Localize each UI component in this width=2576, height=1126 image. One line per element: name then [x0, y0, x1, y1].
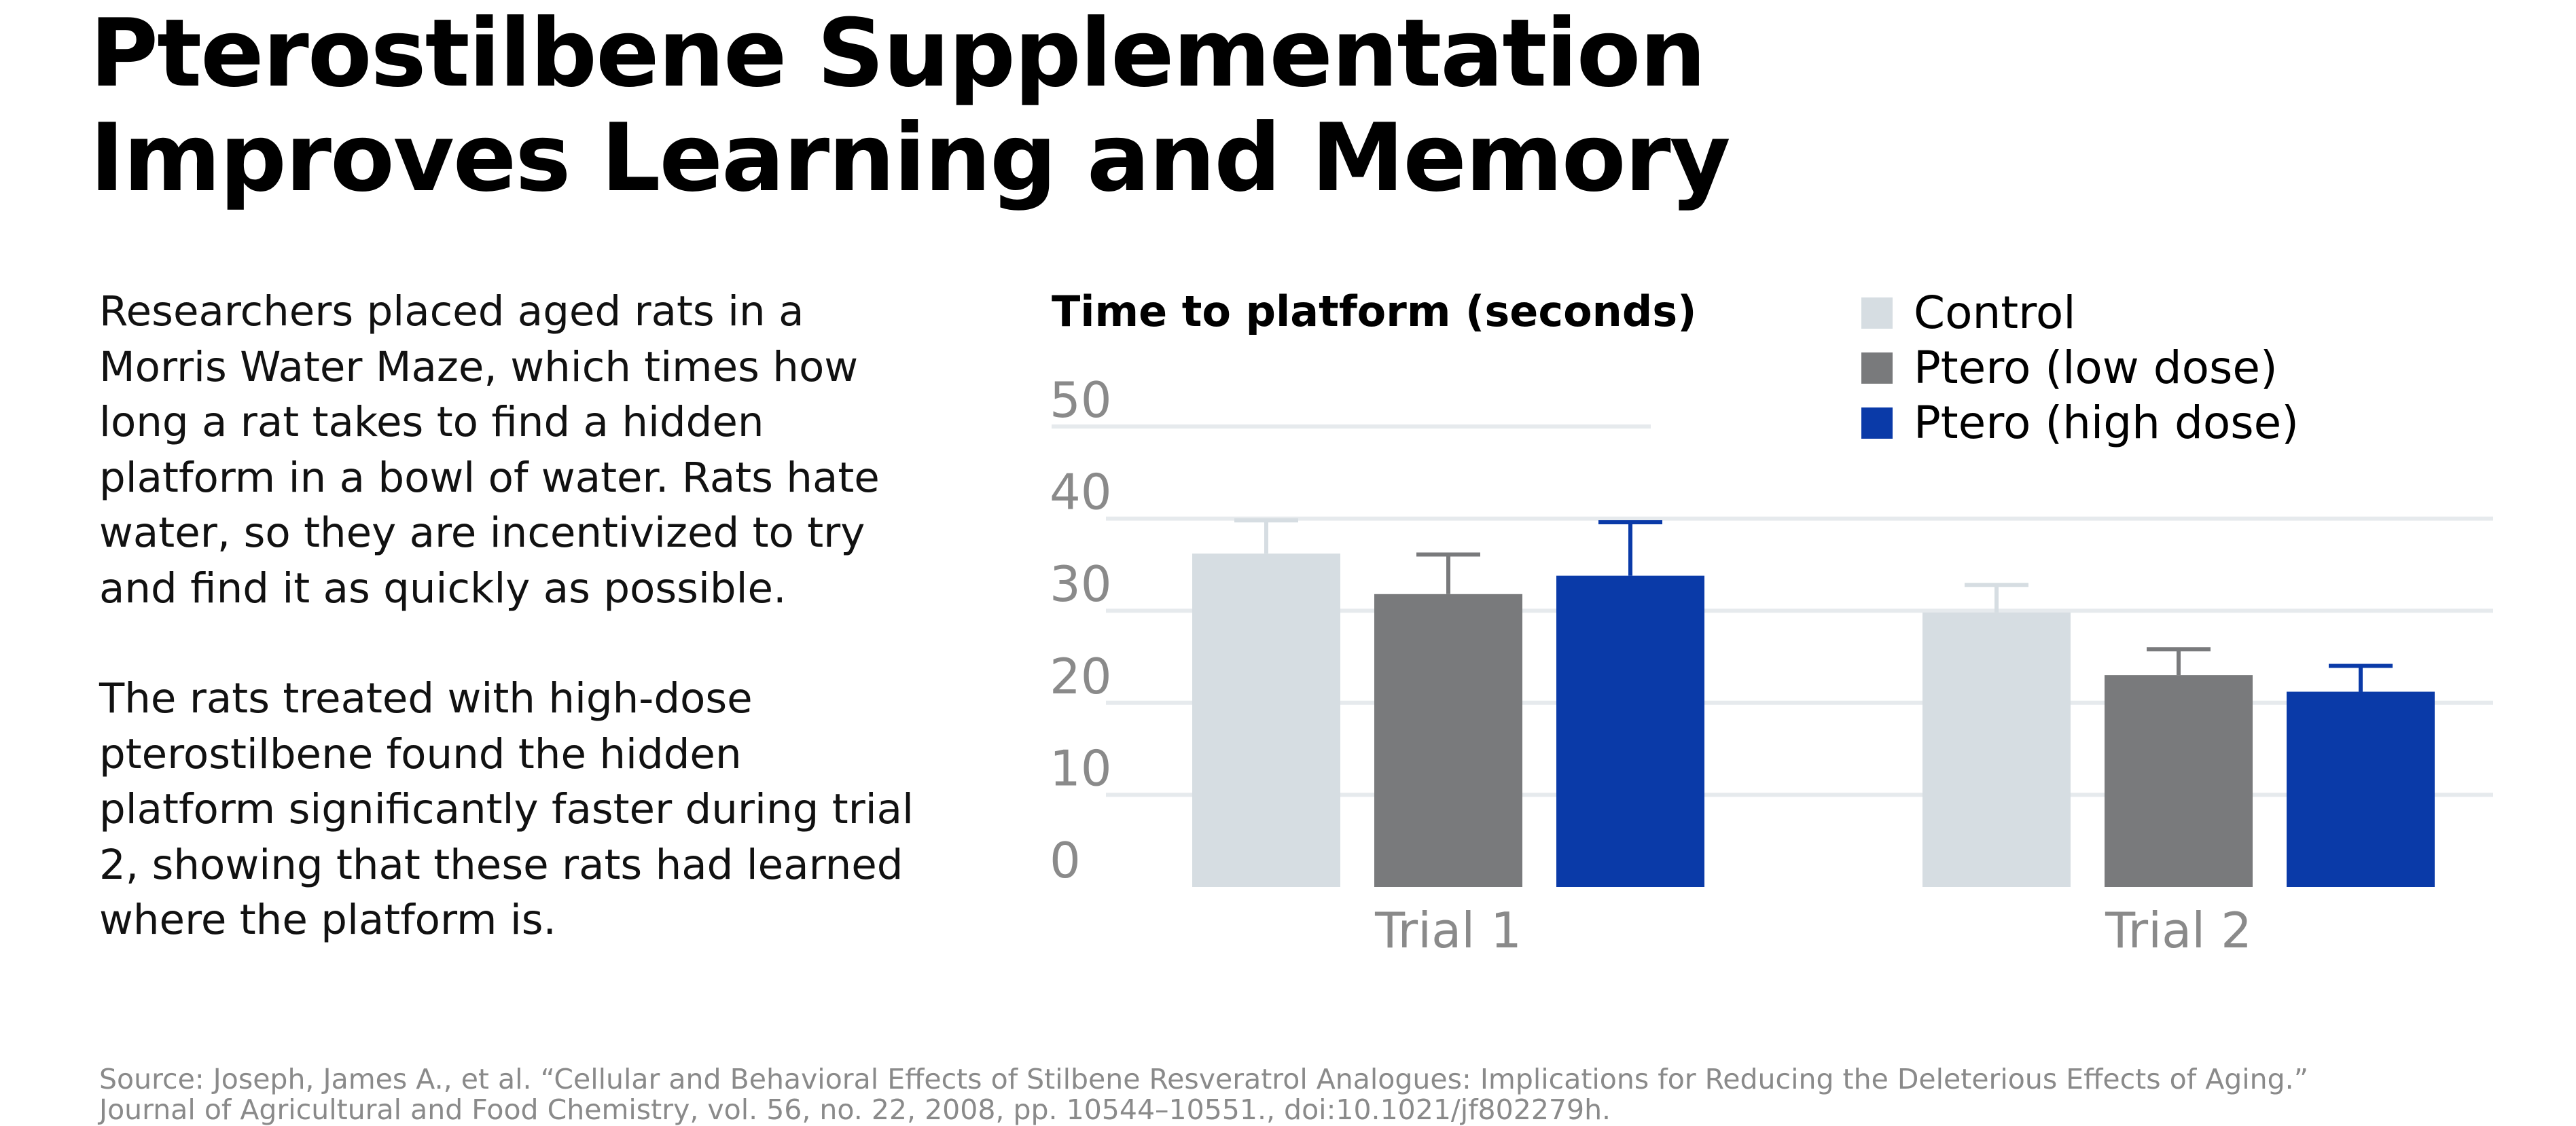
- title-line-1: Pterostilbene Supplementation: [90, 0, 1706, 108]
- legend-label: Ptero (low dose): [1914, 342, 2278, 394]
- bar-trial-2-series-3: [2287, 691, 2435, 887]
- bar-trial-1-series-1: [1192, 553, 1340, 887]
- bar-trial-1-series-3: [1556, 575, 1704, 887]
- chart-container: Time to platform (seconds) 0 10 20 30 40 50 Tri…: [1050, 287, 2493, 959]
- legend-swatch: [1861, 407, 1893, 439]
- x-category-label: Trial 1: [1374, 902, 1522, 959]
- bar-trial-2-series-2: [2105, 675, 2253, 887]
- title-line-2: Improves Learning and Memory: [90, 103, 1731, 213]
- source-line-2: Journal of Agricultural and Food Chemist…: [99, 1093, 1611, 1126]
- description-paragraph-2: The rats treated with high-dose pterosti…: [99, 674, 914, 944]
- x-category-label: Trial 2: [2105, 902, 2252, 959]
- legend-label: Ptero (high dose): [1914, 397, 2299, 449]
- y-tick-label-40: 40: [1050, 464, 1112, 521]
- bar-chart: Time to platform (seconds) 0 10 20 30 40 50 Tri…: [1050, 287, 2493, 959]
- y-tick-label-10: 10: [1050, 740, 1112, 797]
- legend-swatch: [1861, 352, 1893, 384]
- page-title: Pterostilbene Supplementation Improves L…: [90, 1, 1856, 211]
- chart-title: Time to platform (seconds): [1052, 287, 1696, 336]
- y-tick-label-20: 20: [1050, 648, 1112, 705]
- source-line-1: Source: Joseph, James A., et al. “Cellul…: [99, 1063, 2308, 1095]
- y-tick-label-50: 50: [1050, 371, 1112, 429]
- description: Researchers placed aged rats in a Morris…: [99, 284, 982, 948]
- y-tick-label-0: 0: [1050, 832, 1081, 889]
- y-tick-label-30: 30: [1050, 556, 1112, 613]
- legend-label: Control: [1914, 287, 2076, 339]
- legend-swatch: [1861, 297, 1893, 329]
- bar-trial-1-series-2: [1374, 594, 1522, 887]
- source-citation: Source: Joseph, James A., et al. “Cellul…: [99, 1064, 2545, 1125]
- bar-trial-2-series-1: [1922, 612, 2071, 887]
- description-paragraph-1: Researchers placed aged rats in a Morris…: [99, 287, 880, 613]
